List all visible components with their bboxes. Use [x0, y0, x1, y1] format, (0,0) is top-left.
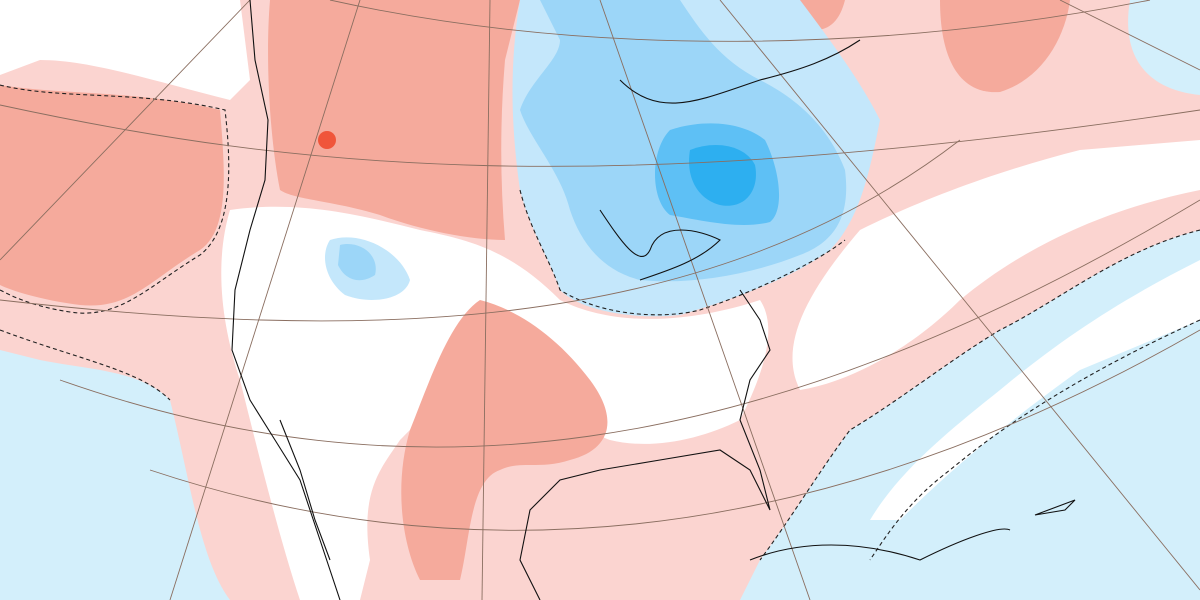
neutral-region	[221, 206, 769, 600]
graticule-meridian	[1059, 0, 1200, 71]
graticule-meridian	[0, 0, 251, 261]
coastline	[619, 39, 861, 104]
coastline	[519, 289, 771, 600]
warm-anomaly	[268, 0, 520, 240]
graticule-meridian	[169, 0, 361, 600]
graticule-parallel	[329, 0, 1151, 42]
graticule-meridian	[481, 0, 491, 600]
neutral-region	[792, 140, 1200, 390]
graticule-parallel	[149, 329, 1200, 531]
graticule-meridian	[599, 0, 811, 600]
strong-warm-spot	[318, 131, 336, 149]
contour-line	[0, 84, 230, 314]
warm-anomaly	[0, 85, 224, 306]
coastline	[749, 528, 1011, 561]
warm-anomaly	[940, 0, 1070, 93]
graticule-parallel	[0, 139, 961, 322]
neutral-region	[870, 260, 1200, 520]
neutral-region	[0, 0, 250, 100]
contour-line	[0, 329, 171, 401]
graticule-parallel	[59, 199, 1200, 448]
warm-anomaly	[401, 300, 608, 580]
coastline	[279, 419, 331, 561]
contour-line	[519, 189, 846, 316]
coastline	[231, 0, 341, 600]
graticule-meridian	[719, 0, 1200, 591]
cool-anomaly	[338, 244, 376, 281]
island	[1034, 499, 1076, 516]
contour-line	[759, 229, 1200, 561]
great-lakes	[599, 209, 721, 281]
